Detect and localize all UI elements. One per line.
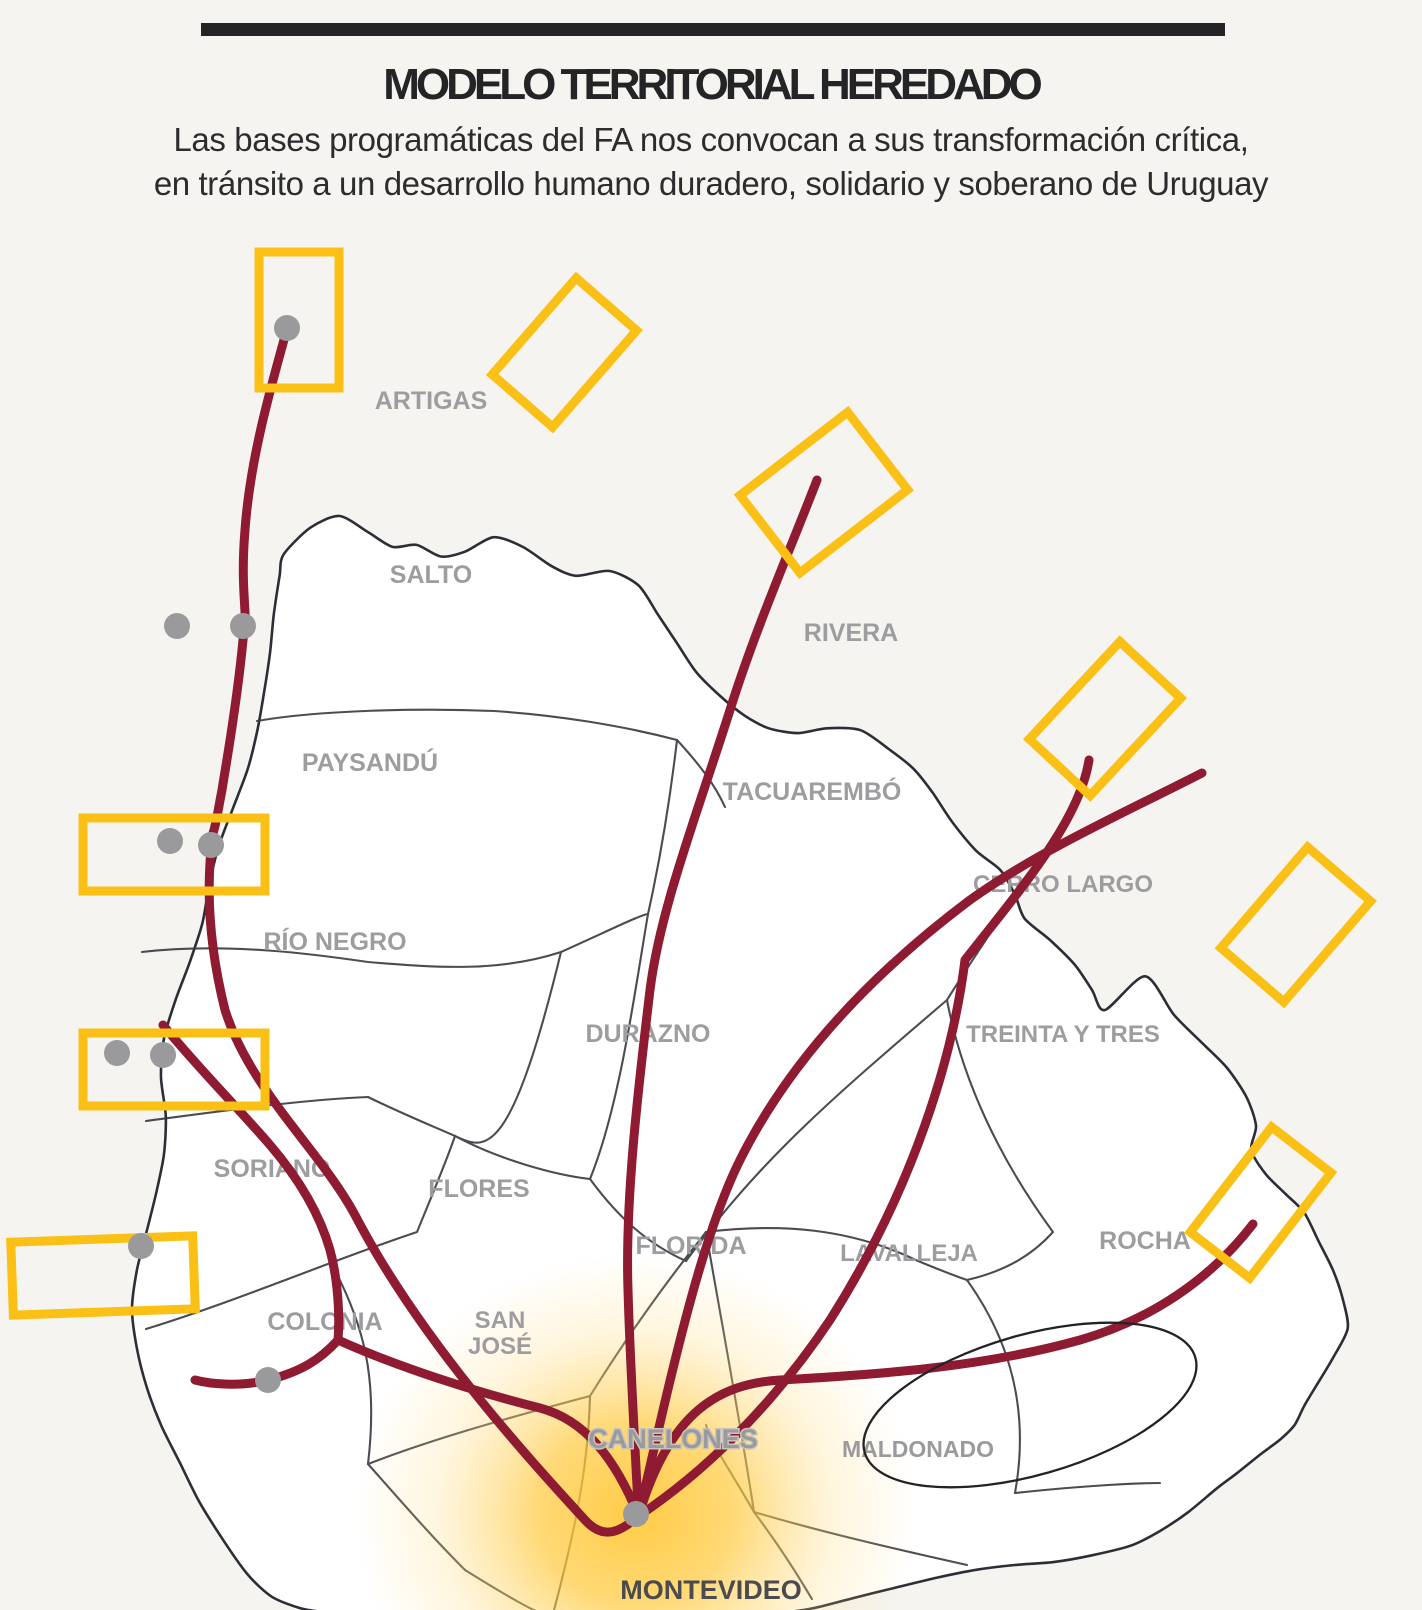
svg-text:ROCHA: ROCHA (1099, 1227, 1191, 1255)
svg-text:TACUAREMBÓ: TACUAREMBÓ (723, 776, 902, 806)
svg-text:SAN: SAN (475, 1307, 526, 1334)
svg-text:RÍO NEGRO: RÍO NEGRO (263, 927, 406, 956)
svg-text:TREINTA Y TRES: TREINTA Y TRES (966, 1021, 1160, 1048)
svg-text:FLORES: FLORES (428, 1175, 529, 1203)
svg-text:RIVERA: RIVERA (804, 619, 898, 647)
svg-text:CANELONES: CANELONES (588, 1424, 758, 1454)
svg-text:SALTO: SALTO (390, 561, 472, 589)
svg-text:ARTIGAS: ARTIGAS (375, 387, 488, 415)
svg-text:FLORIDA: FLORIDA (635, 1232, 746, 1260)
svg-text:PAYSANDÚ: PAYSANDÚ (302, 747, 438, 777)
svg-text:COLONIA: COLONIA (267, 1308, 382, 1336)
svg-text:JOSÉ: JOSÉ (468, 1332, 532, 1360)
